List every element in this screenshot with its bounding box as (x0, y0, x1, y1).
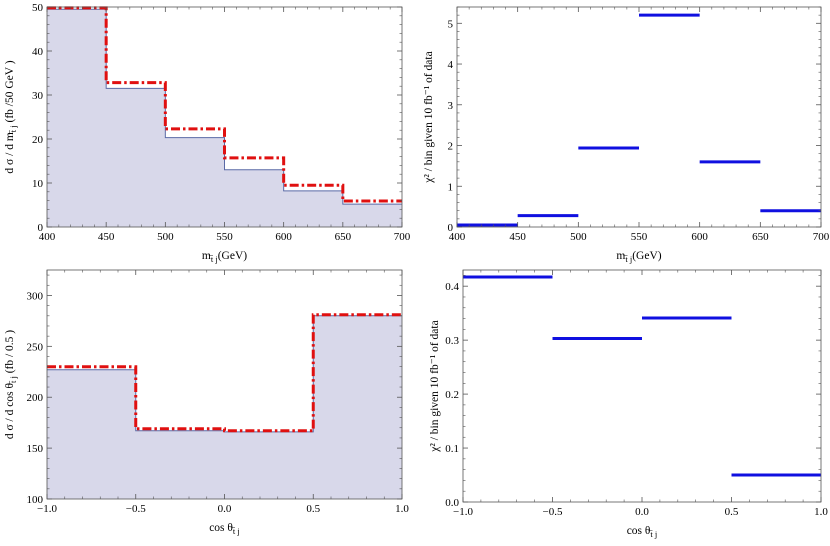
y-tick-label: 0.2 (445, 389, 459, 401)
y-tick-label: 5 (448, 18, 454, 30)
y-tick-label: 0.0 (445, 497, 459, 509)
x-tick-label: 700 (813, 231, 830, 243)
y-tick-label: 0.4 (445, 281, 459, 293)
plot-frame (456, 6, 822, 228)
y-tick-label: 1 (448, 181, 454, 193)
x-tick-label: 400 (39, 231, 56, 243)
chart-panel-1: 400 450 500 550 600 650 700 0 10 20 30 40 50 m̅t j(Ge… (4, 2, 411, 264)
x-tick-label: 0.5 (306, 503, 320, 515)
y-axis-label: d σ / d m̅t j (fb /50 GeV ) (4, 60, 18, 173)
x-tick-label: 0.0 (218, 503, 232, 515)
series-area-fill (47, 315, 402, 499)
y-tick-label: 3 (448, 100, 454, 112)
y-tick-label: 200 (27, 392, 44, 404)
x-tick-label: 0.5 (725, 506, 739, 518)
y-axis-label: χ² / bin given 10 fb⁻¹ of data (429, 320, 441, 452)
series-step-line-dashdot (47, 313, 402, 433)
x-axis-label: m̅t j(GeV) (202, 250, 247, 264)
x-tick-label: 1.0 (814, 506, 828, 518)
x-tick-label: 550 (216, 231, 233, 243)
y-tick-label: 250 (27, 341, 44, 353)
y-tick-label: 10 (32, 178, 44, 190)
series-area-fill (47, 9, 402, 228)
y-tick-label: 0.1 (445, 443, 459, 455)
x-tick-label: 700 (394, 231, 411, 243)
x-axis-label: m̅t j(GeV) (616, 250, 661, 264)
x-tick-label: 600 (691, 231, 708, 243)
y-axis-label: d σ / d cos θ̅t j (fb / 0.5 ) (4, 330, 18, 439)
chart-panel-4: −1.0 −0.5 0.0 0.5 1.0 0.0 0.1 0.2 0.3 0.4 cos θ̅t … (429, 269, 828, 539)
y-tick-label: 0 (38, 222, 44, 234)
x-tick-label: 450 (509, 231, 526, 243)
chart-panel-3: −1.0 −0.5 0.0 0.5 1.0 100 150 200 250 300 cos θ̅t … (4, 269, 409, 536)
x-tick-label: 650 (335, 231, 352, 243)
x-tick-label: 650 (752, 231, 769, 243)
y-tick-label: 4 (448, 59, 454, 71)
x-axis-label: cos θ̅t j (627, 525, 658, 539)
y-tick-label: 40 (32, 46, 44, 58)
x-tick-label: 1.0 (395, 503, 409, 515)
y-tick-label: 0 (448, 222, 454, 234)
y-axis-label: χ² / bin given 10 fb⁻¹ of data (423, 51, 435, 183)
y-tick-label: 150 (27, 443, 44, 455)
x-tick-label: 550 (631, 231, 648, 243)
series-step-line-dashdot (47, 6, 402, 203)
y-tick-label: 100 (27, 494, 44, 506)
x-tick-label: −1.0 (453, 506, 473, 518)
x-tick-label: −1.0 (37, 503, 57, 515)
x-tick-label: −0.5 (543, 506, 563, 518)
y-tick-label: 2 (448, 141, 454, 153)
plot-frame (462, 269, 822, 503)
x-axis-label: cos θ̅t j (209, 522, 240, 536)
x-tick-label: 500 (157, 231, 174, 243)
x-tick-label: 450 (98, 231, 115, 243)
chart-panel-2: 400 450 500 550 600 650 700 0 1 2 3 4 5 m̅t j(GeV) χ² … (423, 6, 830, 264)
x-tick-label: 600 (275, 231, 292, 243)
y-tick-label: 30 (32, 90, 44, 102)
y-tick-label: 20 (32, 134, 44, 146)
y-tick-label: 300 (27, 290, 44, 302)
x-tick-label: 0.0 (635, 506, 649, 518)
y-tick-label: 50 (32, 2, 44, 14)
y-tick-label: 0.3 (445, 335, 459, 347)
x-tick-label: −0.5 (126, 503, 146, 515)
x-tick-label: 400 (449, 231, 466, 243)
x-tick-label: 500 (570, 231, 587, 243)
